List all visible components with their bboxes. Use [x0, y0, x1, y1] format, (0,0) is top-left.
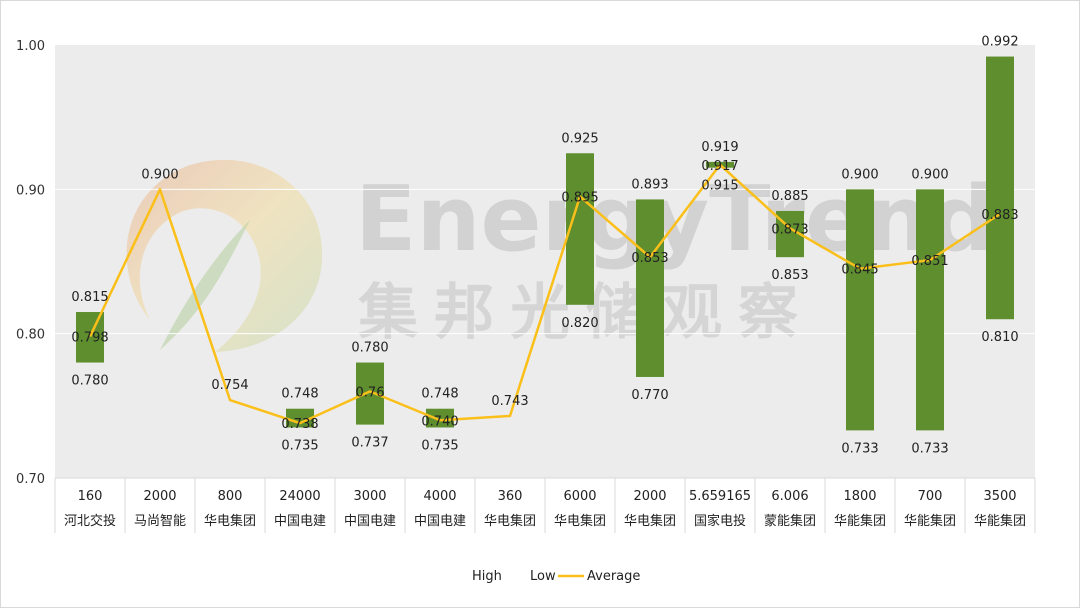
low-value-label: 0.780 — [71, 374, 108, 389]
data-labels: 0.815 0.780 0.798 0.900 0.754 0.748 0.735 0.738… — [71, 35, 1018, 457]
category-value-label: 24000 — [279, 489, 320, 504]
high-low-bars — [76, 56, 1014, 431]
y-axis: 0.70 0.80 0.90 1.00 — [16, 39, 45, 487]
average-value-label: 0.845 — [841, 263, 878, 278]
watermark-logo-swirl-icon — [126, 159, 323, 352]
average-value-label: 0.740 — [421, 414, 458, 429]
legend: High Low Average — [472, 569, 640, 584]
high-value-label: 0.748 — [421, 387, 458, 402]
category-company-label: 华电集团 — [484, 513, 536, 529]
category-table: 160 河北交投 2000 马尚智能 800 华电集团 24000 中国电建 3000 中国电建 4… — [54, 477, 1036, 533]
high-value-label: 0.780 — [351, 341, 388, 356]
category-company-label: 华电集团 — [624, 513, 676, 529]
category-value-label: 3500 — [983, 489, 1016, 504]
low-value-label: 0.735 — [421, 438, 458, 453]
average-value-label: 0.895 — [561, 191, 598, 206]
category-company-label: 华电集团 — [554, 513, 606, 529]
high-value-label: 0.900 — [911, 167, 948, 182]
y-tick-label: 0.80 — [16, 328, 45, 343]
y-tick-label: 0.90 — [16, 183, 45, 198]
category-company-label: 中国电建 — [414, 514, 466, 529]
category-value-label: 6.006 — [771, 489, 808, 504]
average-value-label: 0.76 — [356, 385, 385, 400]
high-value-label: 0.925 — [561, 131, 598, 146]
average-value-label: 0.917 — [701, 159, 738, 174]
average-line-group — [88, 163, 1001, 425]
average-line — [88, 163, 1001, 425]
category-company-label: 华电集团 — [204, 513, 256, 529]
high-value-label: 0.893 — [631, 177, 668, 192]
low-value-label: 0.915 — [701, 179, 738, 194]
watermark-logo-leaf-icon — [160, 220, 250, 350]
category-value-label: 5.659165 — [689, 489, 751, 504]
category-value-label: 3000 — [353, 489, 386, 504]
high-low-bar — [986, 56, 1014, 320]
high-low-bar — [356, 362, 384, 425]
category-company-label: 国家电投 — [694, 513, 746, 529]
high-value-label: 0.992 — [981, 35, 1018, 50]
high-value-label: 0.815 — [71, 290, 108, 305]
average-value-label: 0.883 — [981, 208, 1018, 223]
category-value-label: 4000 — [423, 489, 456, 504]
category-value-label: 700 — [918, 489, 943, 504]
category-value-label: 800 — [218, 489, 243, 504]
legend-high-label: High — [472, 569, 502, 584]
low-value-label: 0.770 — [631, 388, 668, 403]
low-value-label: 0.733 — [911, 441, 948, 456]
legend-low-label: Low — [530, 569, 556, 584]
high-low-bar — [76, 312, 104, 363]
category-value-label: 360 — [498, 489, 523, 504]
category-company-label: 中国电建 — [274, 514, 326, 529]
category-value-label: 2000 — [143, 489, 176, 504]
y-tick-label: 1.00 — [16, 39, 45, 54]
high-value-label: 0.900 — [141, 167, 178, 182]
high-value-label: 0.743 — [491, 394, 528, 409]
low-value-label: 0.735 — [281, 438, 318, 453]
category-company-label: 华能集团 — [834, 513, 886, 529]
high-value-label: 0.748 — [281, 387, 318, 402]
category-company-label: 蒙能集团 — [764, 513, 816, 529]
watermark-text-en: EnergyTrend — [355, 167, 995, 272]
category-company-label: 马尚智能 — [134, 514, 186, 529]
high-low-bar — [286, 408, 314, 428]
category-company-label: 河北交投 — [64, 513, 116, 529]
y-tick-label: 0.70 — [16, 472, 45, 487]
high-value-label: 0.885 — [771, 189, 808, 204]
high-low-bar — [916, 189, 944, 431]
category-value-label: 1800 — [843, 489, 876, 504]
low-value-label: 0.737 — [351, 436, 388, 451]
high-value-label: 0.919 — [701, 140, 738, 155]
high-low-bar — [636, 199, 664, 377]
average-value-label: 0.853 — [631, 251, 668, 266]
low-value-label: 0.820 — [561, 316, 598, 331]
low-value-label: 0.810 — [981, 330, 1018, 345]
category-value-label: 6000 — [563, 489, 596, 504]
average-value-label: 0.738 — [281, 417, 318, 432]
high-value-label: 0.900 — [841, 167, 878, 182]
low-value-label: 0.853 — [771, 268, 808, 283]
average-value-label: 0.873 — [771, 222, 808, 237]
legend-average-label: Average — [587, 569, 640, 584]
category-value-label: 2000 — [633, 489, 666, 504]
high-low-bar — [426, 408, 454, 428]
category-company-label: 华能集团 — [974, 513, 1026, 529]
category-company-label: 中国电建 — [344, 514, 396, 529]
high-value-label: 0.754 — [211, 378, 248, 393]
low-value-label: 0.733 — [841, 441, 878, 456]
category-value-label: 160 — [78, 489, 103, 504]
average-value-label: 0.851 — [911, 254, 948, 269]
high-low-bar — [846, 189, 874, 431]
category-company-label: 华能集团 — [904, 513, 956, 529]
average-value-label: 0.798 — [71, 331, 108, 346]
